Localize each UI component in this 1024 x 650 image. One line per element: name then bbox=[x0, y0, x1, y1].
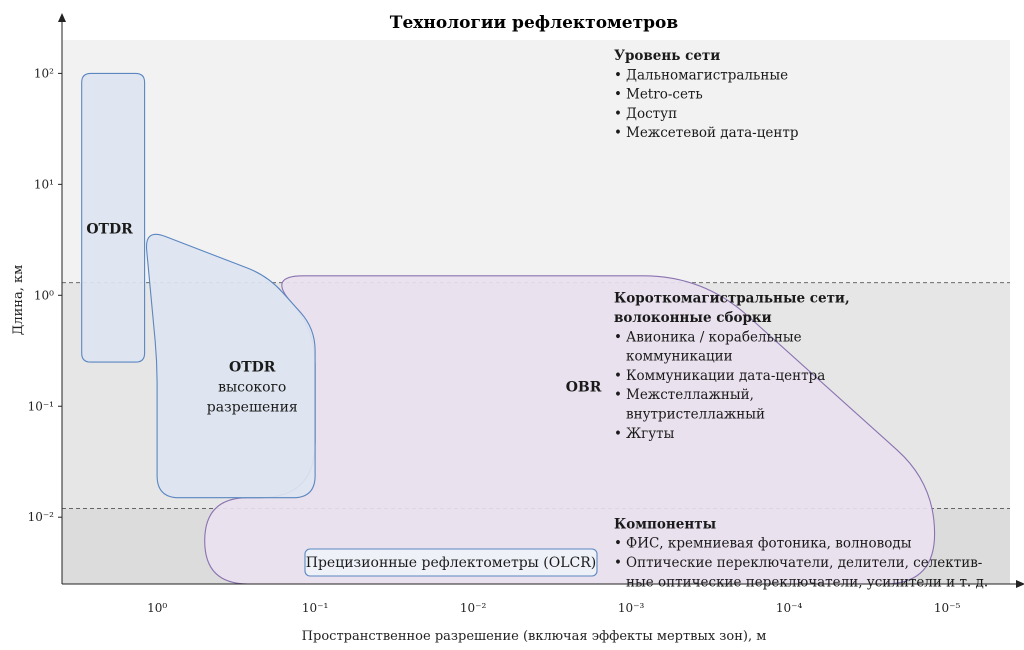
x-tick-label-1: 10⁰ bbox=[147, 601, 167, 615]
band-2-heading-2: волоконные сборки bbox=[614, 310, 772, 326]
y-tick-label-3: 10⁰ bbox=[34, 288, 54, 302]
y-tick-label-5: 10⁻² bbox=[28, 510, 55, 524]
region-otdr-высокого-разрешения bbox=[145, 233, 316, 499]
band-3-bullet-2: • bbox=[614, 555, 622, 571]
band-2-item-2-line-1: Коммуникации дата-центра bbox=[626, 368, 825, 384]
technology-regions bbox=[81, 72, 936, 585]
y-axis-arrow bbox=[58, 13, 66, 22]
x-tick-label-4: 10⁻³ bbox=[618, 601, 645, 615]
region-label-otdr-1: OTDR bbox=[86, 222, 133, 238]
band-2-heading-1: Короткомагистральные сети, bbox=[614, 291, 850, 307]
band-2-bullet-4: • bbox=[614, 426, 622, 442]
x-tick-label-3: 10⁻² bbox=[460, 601, 487, 615]
y-tick-label-2: 10¹ bbox=[34, 177, 54, 191]
band-descriptions: Уровень сети• Дальномагистральные• Metro-с… bbox=[614, 48, 988, 590]
band-1-item-2-line-1: Metro-сеть bbox=[626, 87, 703, 103]
band-2-bullet-3: • bbox=[614, 387, 622, 403]
region-label-otdr-высокого-разрешения-1: OTDR bbox=[229, 360, 276, 376]
band-3-item-1-line-1: ФИС, кремниевая фотоника, волноводы bbox=[626, 536, 912, 552]
band-2-bullet-1: • bbox=[614, 329, 622, 345]
x-tick-label-5: 10⁻⁴ bbox=[776, 601, 803, 615]
region-labels: OBR OTDR высокого разрешения OTDR Прецизионны… bbox=[86, 222, 602, 577]
band-1-item-4-line-1: Межсетевой дата-центр bbox=[626, 125, 798, 141]
band-1-bullet-4: • bbox=[614, 125, 622, 141]
band-3-heading-1: Компоненты bbox=[614, 516, 717, 532]
band-2-item-3-line-1: Межстеллажный, bbox=[626, 387, 754, 403]
region-label-otdr-высокого-разрешения-3: разрешения bbox=[207, 400, 298, 416]
band-2-item-3-line-2: внутристеллажный bbox=[626, 406, 765, 422]
band-2-bullet-2: • bbox=[614, 368, 622, 384]
axes: 10⁰ 10⁻¹ 10⁻² 10⁻³ 10⁻⁴ 10⁻⁵ 10² 10¹ 10⁰ 10⁻¹ 10⁻² bbox=[28, 13, 1024, 615]
band-3-bullet-1: • bbox=[614, 536, 622, 552]
olcr-callout-label: Прецизионные рефлектометры (OLCR) bbox=[306, 555, 596, 571]
olcr-callout-box bbox=[304, 548, 598, 577]
band-1-bullet-1: • bbox=[614, 67, 622, 83]
x-axis-arrow bbox=[1016, 580, 1024, 588]
band-1-item-3-line-1: Доступ bbox=[626, 106, 677, 122]
y-tick-label-4: 10⁻¹ bbox=[28, 399, 54, 413]
y-tick-label-1: 10² bbox=[34, 66, 54, 80]
region-label-obr-1: OBR bbox=[566, 380, 602, 396]
x-axis-label: Пространственное разрешение (включая эфф… bbox=[302, 629, 767, 644]
y-axis-label: Длина, км bbox=[11, 265, 26, 335]
x-tick-label-2: 10⁻¹ bbox=[302, 601, 328, 615]
band-3-item-2-line-2: ные оптические переключатели, усилители … bbox=[626, 574, 988, 590]
band-1-bullet-2: • bbox=[614, 87, 622, 103]
band-2-item-4-line-1: Жгуты bbox=[626, 426, 675, 442]
chart-title: Технологии рефлектометров bbox=[390, 13, 679, 33]
region-label-otdr-высокого-разрешения-2: высокого bbox=[218, 380, 286, 396]
band-2-item-1-line-1: Авионика / корабельные bbox=[626, 329, 802, 345]
x-tick-label-6: 10⁻⁵ bbox=[934, 601, 961, 615]
band-1-item-1-line-1: Дальномагистральные bbox=[626, 67, 788, 83]
band-1 bbox=[62, 40, 1010, 283]
band-1-bullet-3: • bbox=[614, 106, 622, 122]
band-1-heading-1: Уровень сети bbox=[614, 48, 720, 64]
band-2-item-1-line-2: коммуникации bbox=[626, 349, 733, 365]
band-3-item-2-line-1: Оптические переключатели, делители, селе… bbox=[626, 555, 982, 571]
region-otdr bbox=[81, 72, 146, 363]
